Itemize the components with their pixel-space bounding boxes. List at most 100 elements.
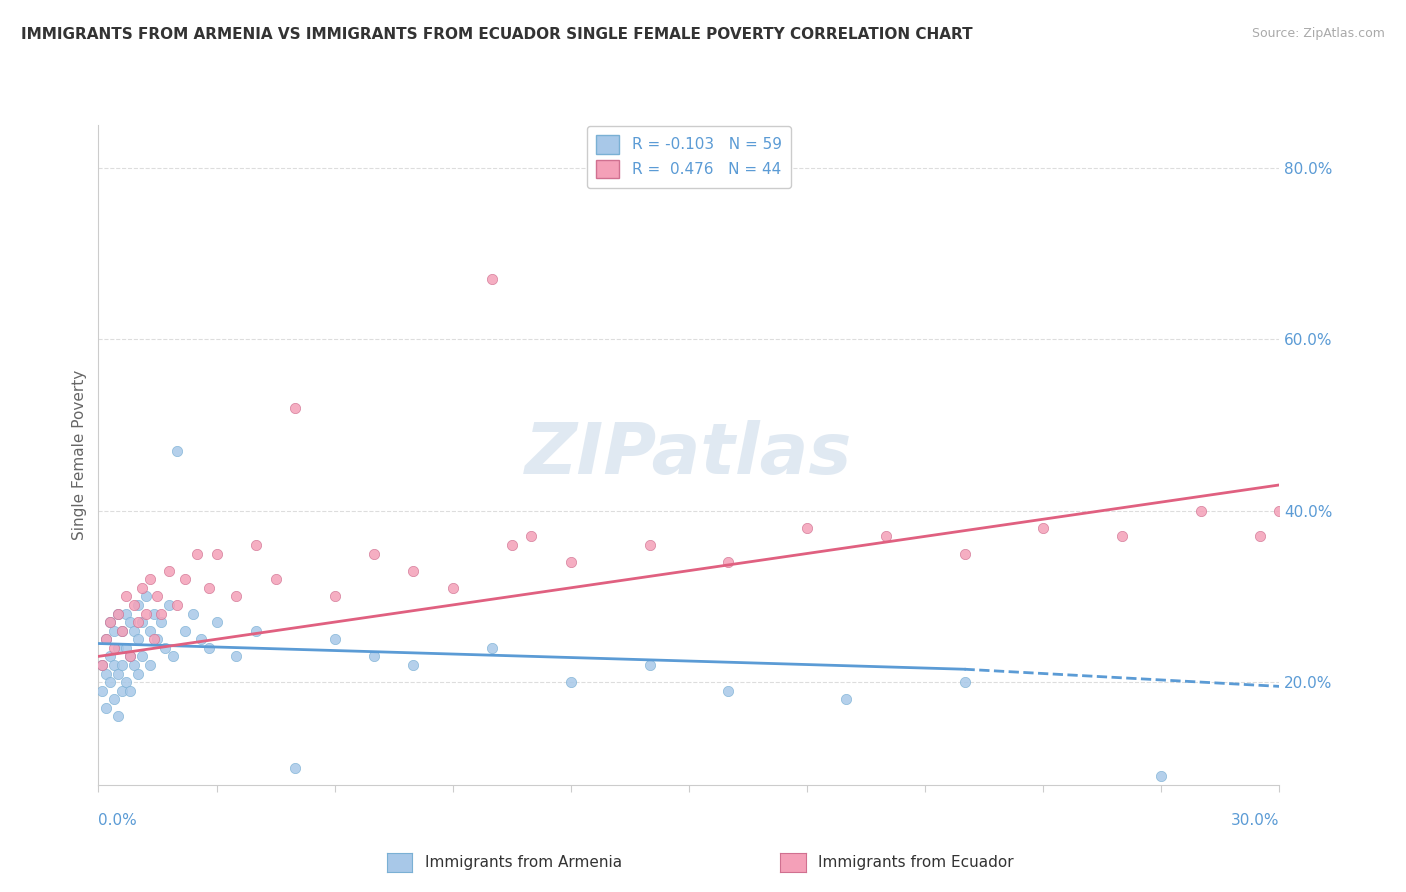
Point [150, 607, 173, 621]
Point [111, 683, 134, 698]
Point [91, 683, 114, 698]
Point [98, 615, 121, 629]
Point [131, 615, 153, 629]
Point [115, 675, 138, 690]
Point [166, 443, 188, 458]
Point [186, 547, 208, 561]
Point [118, 649, 141, 664]
Point [638, 657, 661, 672]
Point [135, 607, 157, 621]
Point [225, 590, 247, 604]
Point [284, 401, 307, 415]
Point [138, 572, 160, 586]
Point [363, 649, 385, 664]
Point [131, 581, 153, 595]
Point [127, 632, 149, 647]
Point [91, 657, 114, 672]
Point [402, 564, 425, 578]
Point [205, 547, 228, 561]
Point [127, 666, 149, 681]
Point [146, 632, 169, 647]
Point [96, 632, 118, 647]
Point [560, 675, 582, 690]
Point [103, 624, 125, 638]
Point [138, 624, 160, 638]
Point [142, 632, 165, 647]
Point [501, 538, 523, 552]
Point [225, 649, 247, 664]
Point [146, 590, 169, 604]
Point [323, 590, 346, 604]
Point [402, 657, 425, 672]
Point [115, 607, 138, 621]
Point [835, 692, 858, 706]
Point [107, 607, 129, 621]
Point [135, 590, 157, 604]
Text: IMMIGRANTS FROM ARMENIA VS IMMIGRANTS FROM ECUADOR SINGLE FEMALE POVERTY CORRELA: IMMIGRANTS FROM ARMENIA VS IMMIGRANTS FR… [21, 27, 973, 42]
Point [103, 657, 125, 672]
Point [107, 666, 129, 681]
Point [953, 675, 976, 690]
Point [1111, 529, 1133, 543]
Point [103, 640, 125, 655]
Point [717, 555, 740, 569]
Point [150, 615, 173, 629]
Point [115, 640, 138, 655]
Point [1189, 503, 1212, 517]
Point [91, 657, 114, 672]
Point [155, 640, 177, 655]
Point [107, 607, 129, 621]
Point [1150, 769, 1173, 783]
Point [98, 649, 121, 664]
Point [197, 640, 219, 655]
Point [245, 624, 267, 638]
Point [157, 564, 180, 578]
Point [174, 572, 197, 586]
Point [796, 521, 818, 535]
Point [118, 649, 141, 664]
Point [190, 632, 212, 647]
Text: Source: ZipAtlas.com: Source: ZipAtlas.com [1251, 27, 1385, 40]
Point [481, 640, 503, 655]
Point [122, 624, 145, 638]
Point [875, 529, 897, 543]
Point [174, 624, 197, 638]
Point [127, 615, 149, 629]
Point [284, 761, 307, 775]
Point [96, 632, 118, 647]
Point [127, 598, 149, 612]
Point [205, 615, 228, 629]
Point [245, 538, 267, 552]
Point [111, 624, 134, 638]
Text: ZIPatlas: ZIPatlas [526, 420, 852, 490]
Point [520, 529, 543, 543]
Point [107, 640, 129, 655]
Point [953, 547, 976, 561]
Text: Immigrants from Ecuador: Immigrants from Ecuador [818, 855, 1014, 870]
Point [96, 666, 118, 681]
Point [166, 598, 188, 612]
Point [1268, 503, 1291, 517]
Y-axis label: Single Female Poverty: Single Female Poverty [72, 370, 87, 540]
Point [441, 581, 464, 595]
Point [118, 683, 141, 698]
Point [1032, 521, 1054, 535]
Point [98, 615, 121, 629]
Point [107, 709, 129, 723]
Point [560, 555, 582, 569]
Point [481, 272, 503, 286]
Point [131, 649, 153, 664]
Point [142, 607, 165, 621]
Point [111, 624, 134, 638]
Point [323, 632, 346, 647]
Point [103, 692, 125, 706]
Point [1249, 529, 1271, 543]
Point [162, 649, 184, 664]
Point [96, 701, 118, 715]
Point [181, 607, 204, 621]
Point [115, 590, 138, 604]
Point [138, 657, 160, 672]
Legend: R = -0.103   N = 59, R =  0.476   N = 44: R = -0.103 N = 59, R = 0.476 N = 44 [588, 126, 790, 187]
Point [157, 598, 180, 612]
Point [111, 657, 134, 672]
